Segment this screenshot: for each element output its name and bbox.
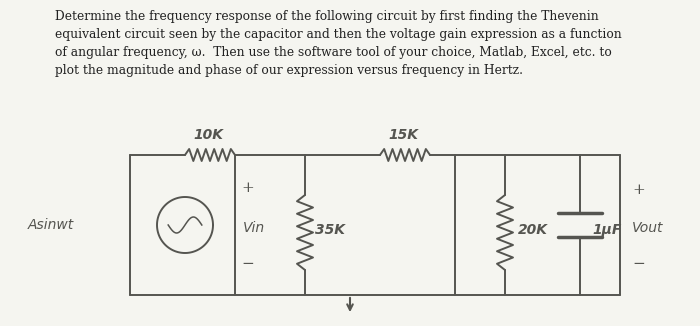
- Text: 15K: 15K: [388, 128, 418, 142]
- Text: +: +: [241, 181, 254, 195]
- Text: −: −: [241, 257, 254, 271]
- Text: Vin: Vin: [243, 221, 265, 235]
- Text: −: −: [632, 257, 645, 271]
- Text: Determine the frequency response of the following circuit by first finding the T: Determine the frequency response of the …: [55, 10, 622, 77]
- Text: 35K: 35K: [315, 223, 345, 237]
- Text: 20K: 20K: [518, 223, 548, 237]
- Text: +: +: [632, 183, 645, 197]
- Text: 1μF: 1μF: [592, 223, 622, 237]
- Text: Asinwt: Asinwt: [28, 218, 74, 232]
- Text: 10K: 10K: [193, 128, 223, 142]
- Text: Vout: Vout: [632, 221, 664, 235]
